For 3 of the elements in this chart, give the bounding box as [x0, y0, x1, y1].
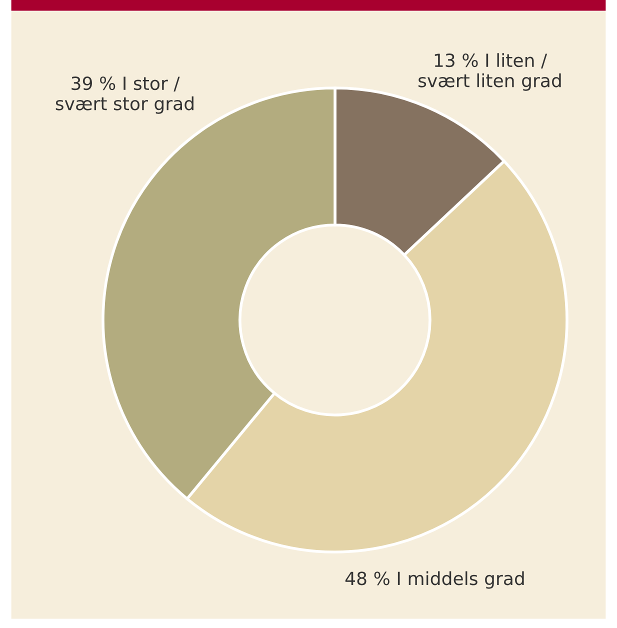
slice-label: 39 % I stor / svært stor grad	[56, 76, 194, 114]
slice-label: 13 % I liten / svært liten grad	[418, 53, 561, 91]
slice-label: 48 % I middels grad	[345, 571, 524, 589]
